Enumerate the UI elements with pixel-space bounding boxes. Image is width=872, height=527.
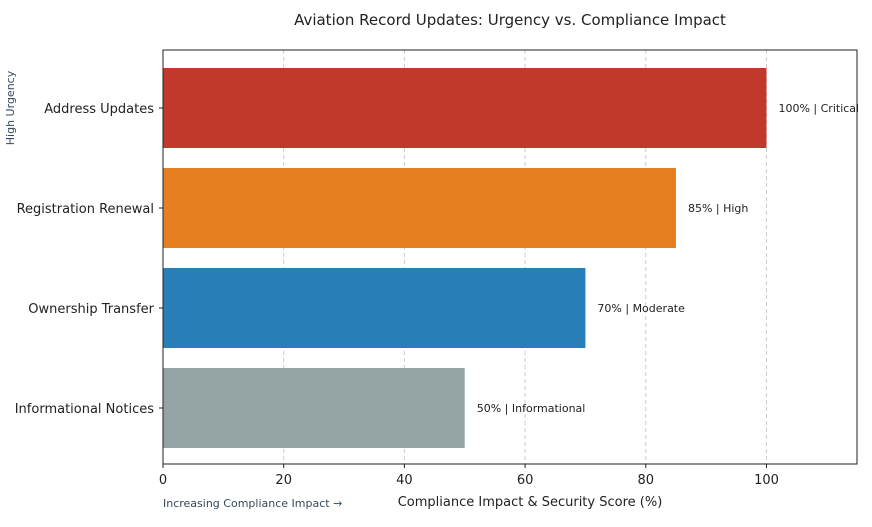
data-labels: 100% | Critical 85% | High 70% | Moderate 5…: [477, 102, 859, 415]
annotation-increasing-impact: Increasing Compliance Impact →: [163, 497, 342, 510]
x-tick-labels: 0 20 40 60 80 100: [159, 464, 779, 488]
x-tick-label: 0: [159, 473, 167, 488]
y-tick-labels: Address Updates Registration Renewal Owner…: [15, 102, 163, 417]
plot-frame: [162, 49, 858, 465]
x-tick-label: 60: [517, 473, 534, 488]
data-label: 100% | Critical: [778, 102, 859, 115]
bar-ownership-transfer: [163, 268, 586, 348]
bars: [163, 68, 767, 448]
y-tick-label: Registration Renewal: [17, 202, 154, 217]
x-tick-label: 80: [638, 473, 655, 488]
bar-registration-renewal: [163, 168, 676, 248]
x-tick-label: 100: [754, 473, 779, 488]
annotation-high-urgency: High Urgency: [4, 70, 17, 145]
bar-address-updates: [163, 68, 767, 148]
bar-informational-notices: [163, 368, 465, 448]
data-label: 85% | High: [688, 202, 748, 215]
x-axis-label: Compliance Impact & Security Score (%): [398, 495, 663, 510]
y-tick-label: Informational Notices: [15, 402, 154, 417]
chart-title: Aviation Record Updates: Urgency vs. Com…: [294, 11, 726, 29]
x-tick-label: 40: [396, 473, 413, 488]
y-tick-label: Ownership Transfer: [28, 302, 154, 317]
data-label: 70% | Moderate: [597, 302, 685, 315]
y-tick-label: Address Updates: [44, 102, 154, 117]
x-tick-label: 20: [275, 473, 292, 488]
data-label: 50% | Informational: [477, 402, 586, 415]
